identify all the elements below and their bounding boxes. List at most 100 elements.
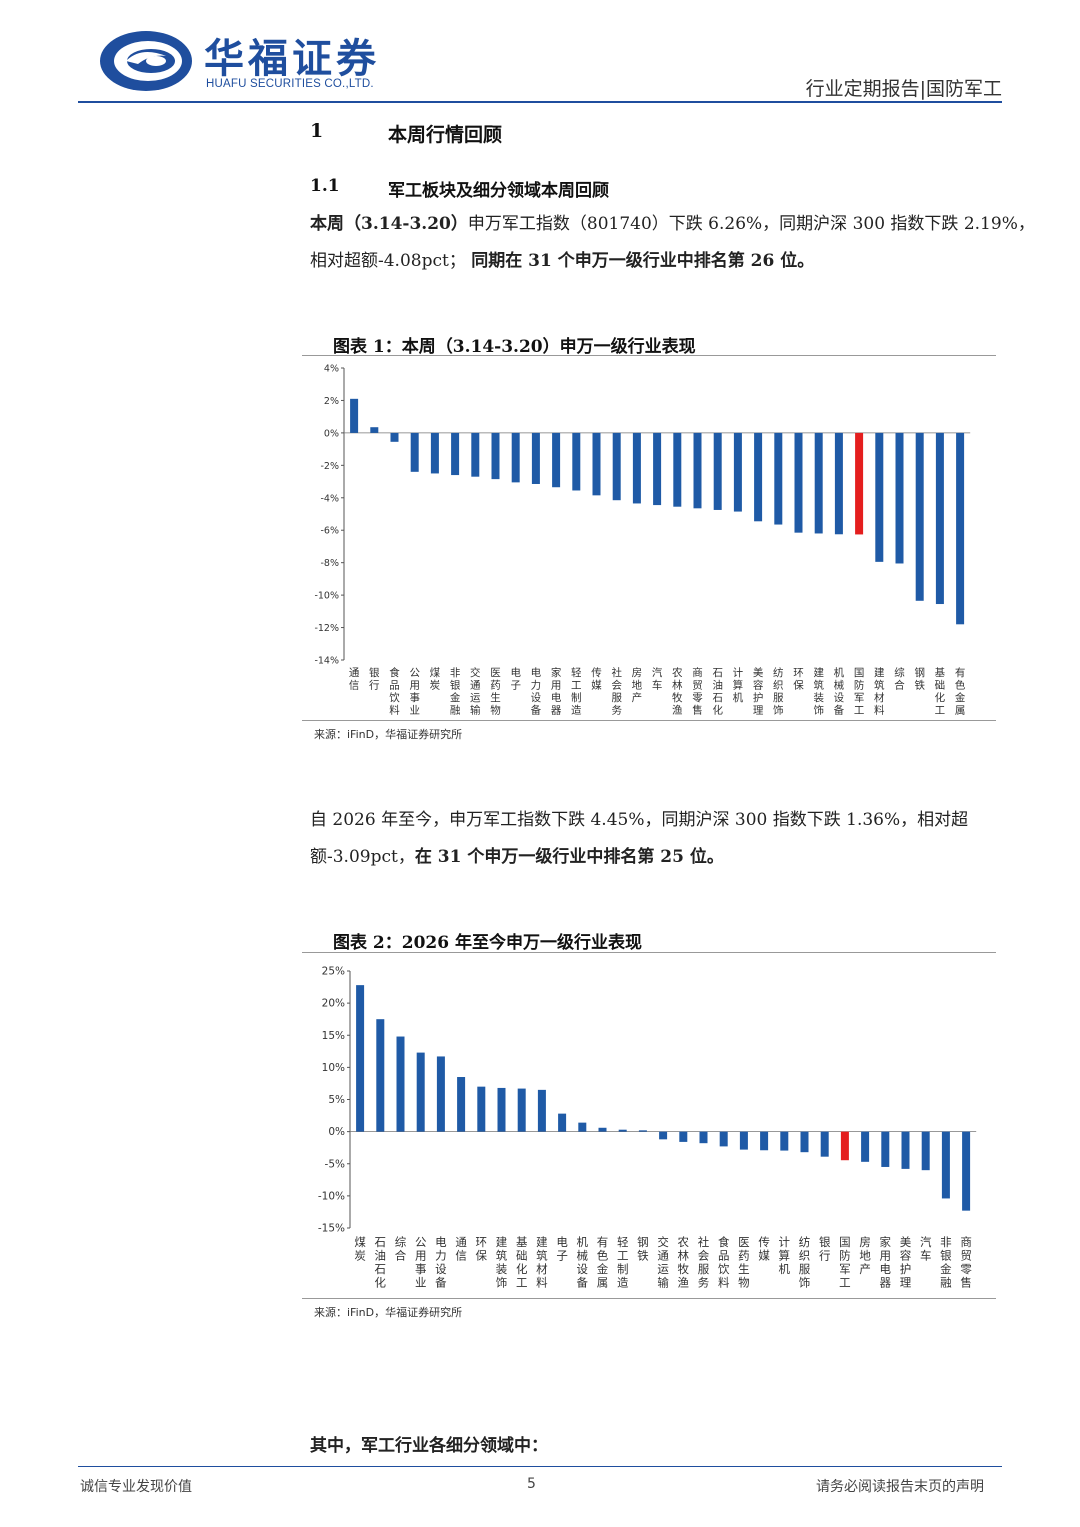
para2-text1: 自 2026 年至今，申万军工指数下跌 4.45%，同期沪深 300 指数下跌 … bbox=[310, 810, 969, 830]
chart2-bar bbox=[436, 1056, 445, 1132]
chart2-y-tick-label: 0% bbox=[328, 1126, 345, 1138]
header-divider bbox=[78, 101, 1002, 103]
chart2-category-label: 纺织服饰 bbox=[799, 1235, 811, 1290]
chart1-category-label: 有色金属 bbox=[955, 666, 966, 717]
chart1-bar bbox=[915, 432, 924, 601]
chart2-bar bbox=[578, 1122, 587, 1132]
chart2-category-label: 通信 bbox=[455, 1235, 467, 1263]
chart2-category-label: 电子 bbox=[556, 1235, 568, 1263]
chart1-y-tick-label: -2% bbox=[321, 461, 340, 472]
chart2-bar bbox=[638, 1130, 647, 1132]
chart2-y-tick-label: 10% bbox=[322, 1062, 345, 1074]
chart1-category-label: 轻工制造 bbox=[571, 666, 582, 717]
chart2-bar bbox=[800, 1131, 809, 1153]
chart1-category-label: 食品饮料 bbox=[389, 666, 400, 717]
chart1-bar bbox=[814, 432, 823, 534]
chart2-y-tick-label: -5% bbox=[325, 1158, 345, 1170]
chart1-y-tick-label: -10% bbox=[314, 591, 339, 602]
chart1-bottom-rule bbox=[302, 720, 996, 721]
para1-text2: 相对超额-4.08pct； bbox=[310, 251, 466, 271]
chart1-bar bbox=[935, 432, 944, 605]
chart2-category-label: 传媒 bbox=[758, 1235, 770, 1263]
logo-en-text: HUAFU SECURITIES CO.,LTD. bbox=[206, 78, 374, 90]
chart2-bar bbox=[477, 1086, 486, 1132]
chart1-category-label: 基础化工 bbox=[935, 666, 946, 717]
chart1-bar bbox=[390, 432, 399, 442]
chart2-category-label: 环保 bbox=[476, 1235, 488, 1263]
chart2-category-label: 食品饮料 bbox=[718, 1235, 730, 1290]
chart2-category-label: 综合 bbox=[395, 1235, 407, 1263]
chart2-category-label: 煤炭 bbox=[354, 1235, 366, 1263]
chart1-category-label: 公用事业 bbox=[409, 667, 420, 717]
chart1-category-label: 家用电器 bbox=[551, 666, 562, 717]
chart1-category-label: 电力设备 bbox=[531, 666, 542, 717]
chart2-bar bbox=[760, 1131, 769, 1151]
chart2-category-label: 电力设备 bbox=[435, 1235, 447, 1290]
paragraph-subsectors: 其中，军工行业各细分领域中： bbox=[310, 1436, 548, 1456]
chart1-bar bbox=[875, 432, 884, 562]
chart1-bar bbox=[552, 432, 561, 488]
chart1-bar bbox=[451, 432, 460, 476]
paragraph-weekly-line2: 相对超额-4.08pct； 同期在 31 个申万一级行业中排名第 26 位。 bbox=[310, 243, 814, 280]
chart1-category-label: 社会服务 bbox=[611, 666, 622, 717]
chart1-bar bbox=[632, 432, 641, 504]
chart2-category-label: 银行 bbox=[819, 1235, 831, 1263]
chart1-bar bbox=[794, 432, 803, 533]
chart1-source: 来源：iFinD，华福证券研究所 bbox=[314, 728, 463, 741]
chart2-bar bbox=[396, 1036, 405, 1132]
chart2-bar bbox=[840, 1131, 849, 1161]
paragraph-weekly-line1: 本周（3.14-3.20）申万军工指数（801740）下跌 6.26%，同期沪深… bbox=[310, 206, 1035, 243]
chart1-y-tick-label: 2% bbox=[324, 396, 339, 407]
chart2-category-label: 交通运输 bbox=[657, 1235, 669, 1290]
chart1-category-label: 房地产 bbox=[632, 666, 643, 704]
chart2-bar bbox=[598, 1127, 607, 1132]
chart2-y-tick-label: -15% bbox=[318, 1223, 345, 1235]
chart2-top-rule bbox=[302, 952, 996, 953]
section-1-1-title: 军工板块及细分领域本周回顾 bbox=[388, 181, 609, 201]
chart2-bar bbox=[901, 1131, 910, 1169]
chart2-category-label: 社会服务 bbox=[698, 1235, 710, 1290]
chart1-category-label: 国防军工 bbox=[854, 667, 865, 717]
chart2-category-label: 计算机 bbox=[779, 1235, 791, 1276]
chart1-bar bbox=[531, 432, 540, 484]
page-number: 5 bbox=[527, 1476, 536, 1492]
chart1-bar bbox=[612, 432, 621, 501]
footer-slogan: 诚信专业发现价值 bbox=[80, 1479, 192, 1495]
chart2-category-label: 医药生物 bbox=[738, 1235, 750, 1290]
chart1-bar bbox=[592, 432, 601, 496]
chart1-category-label: 通信 bbox=[349, 667, 360, 692]
paragraph-ytd-line2: 额-3.09pct，在 31 个申万一级行业中排名第 25 位。 bbox=[310, 839, 724, 876]
chart1-category-label: 环保 bbox=[793, 667, 804, 692]
chart2-bar-chart: 25%20%15%10%5%0%-5%-10%-15%煤炭石油石化综合公用事业电… bbox=[318, 966, 977, 1290]
chart1-category-label: 美容护理 bbox=[753, 666, 764, 717]
section-1-1-number: 1.1 bbox=[310, 176, 340, 196]
chart2-bar bbox=[376, 1019, 385, 1132]
chart1-bar bbox=[834, 432, 843, 535]
chart1-category-label: 纺织服饰 bbox=[773, 666, 784, 717]
chart1-category-label: 传媒 bbox=[591, 667, 602, 692]
chart1-category-label: 医药生物 bbox=[490, 667, 501, 717]
chart1-category-label: 商贸零售 bbox=[692, 666, 703, 717]
chart1-category-label: 汽车 bbox=[652, 666, 663, 692]
chart2-category-label: 有色金属 bbox=[597, 1235, 609, 1290]
chart2-bar bbox=[679, 1131, 688, 1142]
chart2-source: 来源：iFinD，华福证券研究所 bbox=[314, 1306, 463, 1319]
chart1-bar bbox=[693, 432, 702, 509]
chart1-bar bbox=[653, 432, 662, 506]
chart2-category-label: 农林牧渔 bbox=[678, 1235, 690, 1290]
chart2-category-label: 家用电器 bbox=[880, 1235, 892, 1290]
chart1-y-tick-label: -8% bbox=[321, 558, 340, 569]
chart1-category-label: 建筑装饰 bbox=[813, 666, 824, 717]
logo-cn-text: 华福证券 bbox=[204, 36, 380, 82]
chart1-y-tick-label: 0% bbox=[324, 428, 339, 439]
chart2-bar bbox=[941, 1131, 950, 1199]
section-1-number: 1 bbox=[310, 120, 324, 142]
paragraph-ytd-line1: 自 2026 年至今，申万军工指数下跌 4.45%，同期沪深 300 指数下跌 … bbox=[310, 802, 968, 839]
huafu-logo-icon bbox=[100, 31, 192, 91]
chart2-bar bbox=[558, 1113, 567, 1132]
para2-text2: 额-3.09pct， bbox=[310, 847, 415, 867]
chart2-category-label: 机械设备 bbox=[577, 1235, 589, 1290]
chart2-category-label: 建筑装饰 bbox=[496, 1235, 508, 1290]
chart1-bar-chart: 4% 2% 0% -2% -4% -6% -8% -10% -12% -14% 通信银行食品饮料公用… bbox=[314, 364, 971, 717]
chart1-category-label: 交通运输 bbox=[470, 666, 481, 717]
